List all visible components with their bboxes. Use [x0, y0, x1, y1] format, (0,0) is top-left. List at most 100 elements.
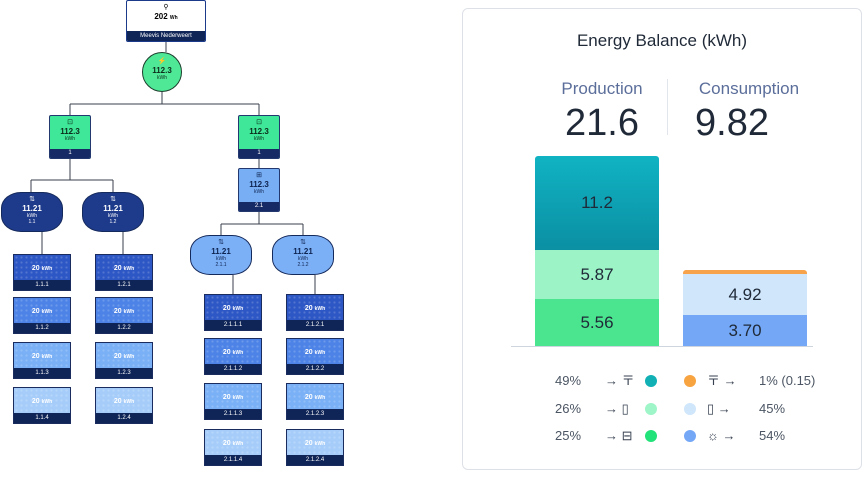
- energy-balance-card: Energy Balance (kWh) Production 21.6 Con…: [462, 8, 862, 470]
- battery-icon: → ▯: [605, 401, 629, 416]
- string-icon: ⇅: [300, 239, 306, 246]
- panel-label: 2.1.1.3: [205, 409, 261, 419]
- panel-label: 1.2.4: [96, 413, 152, 423]
- meter-node[interactable]: ⊞ 112.3 kWh 2.1: [238, 168, 280, 212]
- production-segment[interactable]: 5.87: [535, 250, 659, 299]
- consumption-segment[interactable]: 4.92: [683, 274, 807, 315]
- inverter-value: 112.3: [249, 127, 269, 136]
- panel-node[interactable]: 20 kWh 2.1.1.2: [204, 338, 262, 375]
- legend-dot: [645, 430, 657, 442]
- legend-percent: 25%: [555, 428, 582, 443]
- site-label: Meevis Nederweert: [127, 31, 205, 41]
- group-unit: kWh: [27, 213, 37, 219]
- panel-label: 2.1.1.2: [205, 364, 261, 374]
- group-value: 11.21: [211, 247, 231, 256]
- segment-value: 11.2: [581, 193, 613, 212]
- string-icon: ⇅: [29, 196, 35, 203]
- card-title: Energy Balance (kWh): [576, 31, 748, 50]
- production-total: 21.6: [565, 102, 639, 144]
- panel-node[interactable]: 20 kWh 1.2.3: [95, 342, 153, 379]
- panel-label: 1.1.3: [14, 368, 70, 378]
- panel-value: 20 kWh: [222, 349, 244, 356]
- production-segment[interactable]: 5.56: [535, 299, 659, 346]
- group-unit: kWh: [298, 256, 308, 262]
- inverter-icon: ⊡: [256, 119, 262, 126]
- panel-value: 20 kWh: [113, 308, 135, 315]
- string-group-node[interactable]: ⇅ 11.21 kWh 1.2: [82, 192, 144, 232]
- panel-label: 2.1.2.4: [287, 455, 343, 465]
- panel-node[interactable]: 20 kWh 2.1.2.2: [286, 338, 344, 375]
- panel-label: 2.1.1.1: [205, 320, 261, 330]
- panel-node[interactable]: 20 kWh 2.1.1.4: [204, 429, 262, 466]
- panel-node[interactable]: 20 kWh 1.1.1: [13, 254, 71, 291]
- legend-percent: 26%: [555, 401, 582, 416]
- panel-label: 1.1.2: [14, 323, 70, 333]
- panel-value: 20 kWh: [222, 394, 244, 401]
- panel-value: 20 kWh: [304, 305, 326, 312]
- sun-icon: ☼ →: [707, 428, 736, 443]
- panel-node[interactable]: 20 kWh 1.2.2: [95, 297, 153, 334]
- production-header: Production: [561, 79, 643, 98]
- panel-label: 1.1.1: [14, 280, 70, 290]
- consumption-segment[interactable]: 3.70: [683, 315, 807, 346]
- grid-node[interactable]: ⚡ 112.3 kWh: [142, 52, 182, 92]
- group-value: 11.21: [293, 247, 313, 256]
- inverter-label: 1: [50, 149, 90, 158]
- pylon-icon: 〒 →: [707, 373, 737, 388]
- meter-value: 112.3: [249, 180, 269, 189]
- panel-node[interactable]: 20 kWh 2.1.1.3: [204, 383, 262, 420]
- grid-unit: kWh: [157, 75, 167, 81]
- production-segment[interactable]: 11.2: [535, 156, 659, 250]
- panel-node[interactable]: 20 kWh 2.1.2.3: [286, 383, 344, 420]
- header-divider: [667, 79, 668, 135]
- panel-value: 20 kWh: [222, 305, 244, 312]
- panel-label: 2.1.2.3: [287, 409, 343, 419]
- panel-label: 1.2.1: [96, 280, 152, 290]
- string-group-node[interactable]: ⇅ 11.21 kWh 2.1.2: [272, 235, 334, 275]
- panel-label: 2.1.2.1: [287, 320, 343, 330]
- solar-panel-icon: → ⊟: [605, 428, 633, 443]
- panel-value: 20 kWh: [31, 308, 53, 315]
- panel-node[interactable]: 20 kWh 1.2.1: [95, 254, 153, 291]
- battery-icon: ▯ →: [707, 401, 731, 416]
- panel-value: 20 kWh: [31, 353, 53, 360]
- group-label: 1.1: [28, 219, 36, 225]
- inverter-value: 112.3: [60, 127, 80, 136]
- group-value: 11.21: [22, 204, 42, 213]
- panel-label: 2.1.2.2: [287, 364, 343, 374]
- legend-dot: [684, 375, 696, 387]
- panel-node[interactable]: 20 kWh 1.1.4: [13, 387, 71, 424]
- panel-label: 1.1.4: [14, 413, 70, 423]
- inverter-unit: kWh: [254, 136, 264, 142]
- inverter-unit: kWh: [65, 136, 75, 142]
- segment-value: 5.56: [580, 312, 614, 332]
- group-unit: kWh: [108, 213, 118, 219]
- inverter-node[interactable]: ⊡ 112.3 kWh 1: [49, 115, 91, 159]
- pylon-icon: → 〒: [605, 373, 635, 388]
- site-value: 202 Wh: [154, 12, 178, 21]
- segment-value: 5.87: [580, 264, 614, 284]
- panel-node[interactable]: 20 kWh 1.1.2: [13, 297, 71, 334]
- panel-node[interactable]: 20 kWh 1.2.4: [95, 387, 153, 424]
- consumption-segment[interactable]: [683, 270, 807, 274]
- panel-node[interactable]: 20 kWh 1.1.3: [13, 342, 71, 379]
- meter-label: 2.1: [239, 202, 279, 211]
- grid-icon: ⚡: [157, 58, 167, 65]
- panel-node[interactable]: 20 kWh 2.1.2.1: [286, 294, 344, 331]
- bars-baseline: [511, 346, 813, 347]
- legend-percent: 45%: [759, 401, 786, 416]
- site-node[interactable]: ⚲ 202 Wh Meevis Nederweert: [126, 0, 206, 42]
- consumption-total: 9.82: [695, 102, 769, 144]
- group-value: 11.21: [103, 204, 123, 213]
- string-group-node[interactable]: ⇅ 11.21 kWh 1.1: [1, 192, 63, 232]
- panel-node[interactable]: 20 kWh 2.1.1.1: [204, 294, 262, 331]
- meter-unit: kWh: [254, 189, 264, 195]
- energy-tree: [30, 42, 316, 294]
- inverter-icon: ⊡: [67, 119, 73, 126]
- panel-value: 20 kWh: [113, 398, 135, 405]
- string-group-node[interactable]: ⇅ 11.21 kWh 2.1.1: [190, 235, 252, 275]
- inverter-node[interactable]: ⊡ 112.3 kWh 1: [238, 115, 280, 159]
- location-pin-icon: ⚲: [163, 4, 169, 11]
- panel-node[interactable]: 20 kWh 2.1.2.4: [286, 429, 344, 466]
- legend-dot: [684, 403, 696, 415]
